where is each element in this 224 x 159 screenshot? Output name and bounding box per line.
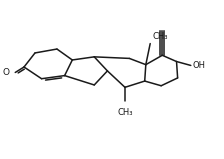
Text: OH: OH (193, 61, 206, 70)
Text: O: O (3, 68, 10, 77)
Text: CH₃: CH₃ (117, 108, 133, 117)
Text: CH₃: CH₃ (152, 32, 168, 41)
